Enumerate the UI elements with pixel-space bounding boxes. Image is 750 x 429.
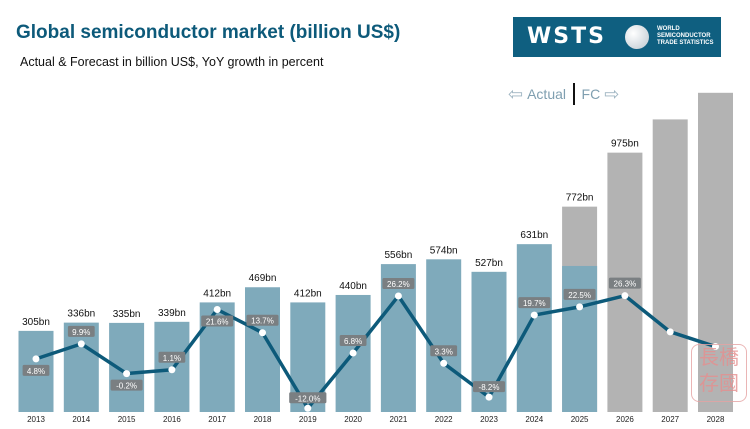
watermark-stamp: 長橋存國 xyxy=(691,344,747,402)
growth-label: 26.3% xyxy=(614,280,637,289)
growth-point xyxy=(123,370,131,378)
growth-label-bg xyxy=(201,315,234,327)
growth-label-bg xyxy=(110,379,143,391)
x-tick-label: 2017 xyxy=(208,415,226,424)
growth-point xyxy=(485,393,493,401)
x-tick-label: 2018 xyxy=(254,415,272,424)
x-tick-label: 2021 xyxy=(390,415,408,424)
growth-label: 19.7% xyxy=(523,299,546,308)
bar-value-label: 336bn xyxy=(67,309,95,320)
growth-label-bg xyxy=(518,297,551,309)
bar-value-label: 556bn xyxy=(384,250,412,261)
growth-point xyxy=(304,404,312,412)
bar-forecast xyxy=(652,119,688,413)
growth-label: -8.2% xyxy=(479,383,500,392)
growth-point xyxy=(666,328,674,336)
bar-actual xyxy=(63,322,99,412)
x-tick-label: 2013 xyxy=(27,415,45,424)
growth-label: 9.9% xyxy=(72,328,90,337)
growth-line xyxy=(35,293,717,411)
x-tick-label: 2025 xyxy=(571,415,589,424)
growth-label-bg xyxy=(339,335,367,347)
bar-value-label: 440bn xyxy=(339,281,367,292)
growth-label-bg xyxy=(430,345,458,357)
growth-label-bg xyxy=(158,351,186,363)
bar-value-label: 412bn xyxy=(203,288,231,299)
legend-divider xyxy=(573,83,575,105)
bar-actual xyxy=(245,287,280,412)
bar-actual-partial xyxy=(562,265,598,412)
growth-label: 22.5% xyxy=(568,291,591,300)
growth-label-bg xyxy=(289,392,327,404)
growth-label: 6.8% xyxy=(344,337,362,346)
growth-label: 13.7% xyxy=(251,317,274,326)
x-tick-label: 2022 xyxy=(435,415,453,424)
page-title: Global semiconductor market (billion US$… xyxy=(16,22,401,43)
growth-label-bg xyxy=(246,314,279,326)
x-tick-label: 2023 xyxy=(480,415,498,424)
logo-text: WORLD SEMICONDUCTOR TRADE STATISTICS xyxy=(657,26,714,46)
growth-point xyxy=(576,303,584,311)
x-tick-label: 2014 xyxy=(72,415,90,424)
bar-value-label: 339bn xyxy=(158,308,186,319)
growth-point xyxy=(77,340,85,348)
growth-label: 26.2% xyxy=(387,280,410,289)
growth-label-bg xyxy=(473,381,505,393)
logo-word: WSTS xyxy=(527,24,606,49)
bar-value-label: 412bn xyxy=(294,288,322,299)
globe-icon xyxy=(625,25,649,49)
x-tick-label: 2026 xyxy=(616,415,634,424)
bar-value-label: 574bn xyxy=(430,245,458,256)
x-tick-label: 2024 xyxy=(525,415,543,424)
bar-value-label: 631bn xyxy=(520,230,548,241)
growth-label-bg xyxy=(382,277,415,289)
bar-actual xyxy=(426,259,462,412)
growth-point xyxy=(394,292,402,300)
legend-forecast: FC xyxy=(581,86,601,102)
bar-forecast xyxy=(698,92,733,413)
growth-label: 1.1% xyxy=(163,354,181,363)
x-tick-label: 2019 xyxy=(299,415,317,424)
bar-value-label: 335bn xyxy=(113,309,141,320)
growth-label-bg xyxy=(22,364,50,376)
bar-value-label: 527bn xyxy=(475,258,503,269)
growth-point xyxy=(440,359,448,367)
bar-value-label: 975bn xyxy=(611,139,639,150)
growth-label: -12.0% xyxy=(295,394,320,403)
bar-actual xyxy=(516,244,552,412)
growth-point xyxy=(530,311,538,319)
growth-label-bg xyxy=(608,277,641,289)
growth-point xyxy=(259,329,266,337)
actual-forecast-legend: ⇦ Actual FC ⇨ xyxy=(508,83,619,105)
growth-label-bg xyxy=(67,325,95,337)
arrow-left-icon: ⇦ xyxy=(508,83,524,104)
bar-value-label: 305bn xyxy=(22,317,50,328)
wsts-logo: WSTS WORLD SEMICONDUCTOR TRADE STATISTIC… xyxy=(513,17,721,57)
growth-point xyxy=(213,305,221,313)
growth-point xyxy=(168,366,176,374)
growth-point xyxy=(621,292,629,300)
legend-actual: Actual xyxy=(527,86,567,102)
growth-point xyxy=(32,355,40,363)
x-tick-label: 2015 xyxy=(118,415,136,424)
growth-label: -0.2% xyxy=(116,382,137,391)
growth-label-bg xyxy=(563,288,596,300)
growth-label: 4.8% xyxy=(27,367,45,376)
growth-label: 21.6% xyxy=(206,317,229,326)
chart-subtitle: Actual & Forecast in billion US$, YoY gr… xyxy=(20,55,324,69)
x-tick-label: 2028 xyxy=(707,415,725,424)
x-tick-label: 2027 xyxy=(661,415,679,424)
x-tick-label: 2016 xyxy=(163,415,181,424)
growth-label: 3.3% xyxy=(435,347,453,356)
growth-point xyxy=(349,349,357,357)
x-tick-label: 2020 xyxy=(344,415,362,424)
bar-value-label: 469bn xyxy=(249,273,277,284)
arrow-right-icon: ⇨ xyxy=(604,83,620,104)
bar-value-label: 772bn xyxy=(566,193,594,204)
